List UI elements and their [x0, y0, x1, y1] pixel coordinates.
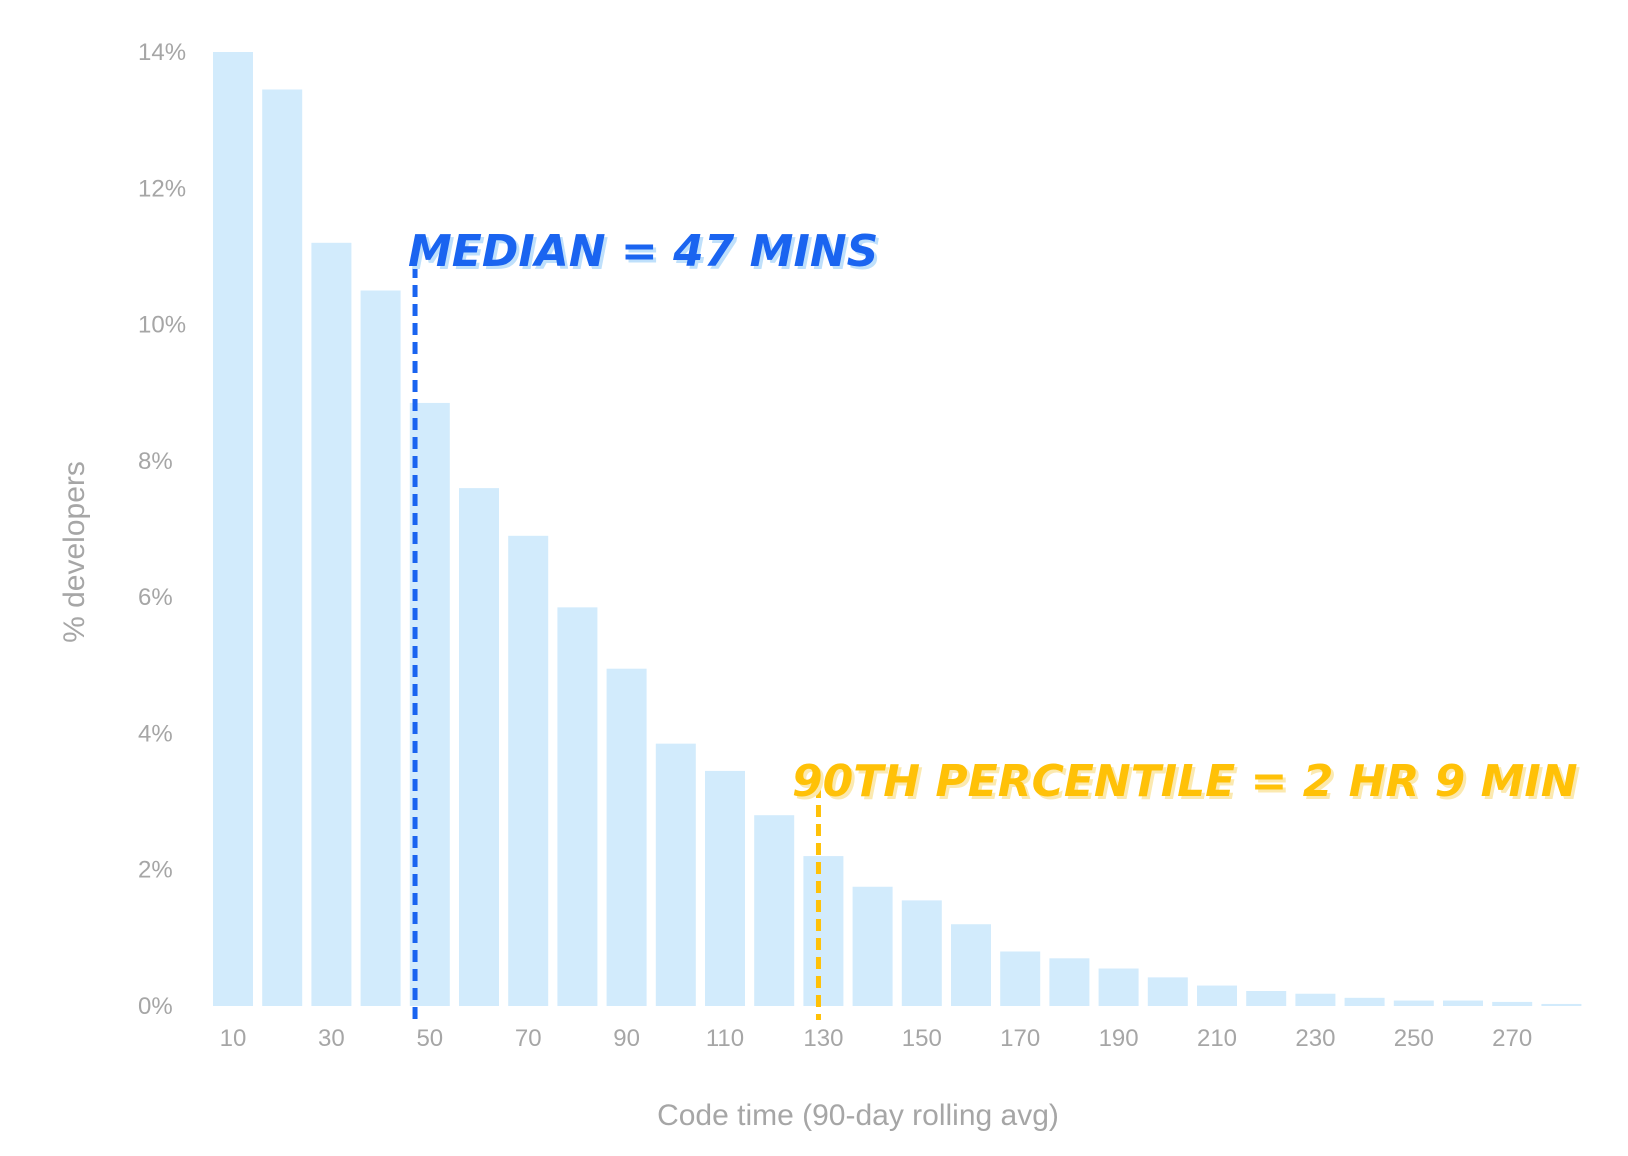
bar: [262, 89, 303, 1006]
y-tick-label: 14%: [138, 39, 186, 66]
bar: [1049, 958, 1090, 1006]
bar: [705, 770, 745, 1006]
x-tick-label: 30: [318, 1025, 345, 1052]
bar: [1344, 997, 1385, 1006]
bar: [1295, 993, 1336, 1006]
bar: [508, 535, 549, 1006]
x-tick-label: 230: [1295, 1025, 1335, 1052]
y-tick-label: 12%: [138, 175, 186, 202]
x-tick-label: 250: [1394, 1025, 1434, 1052]
y-tick-label: 2%: [138, 857, 173, 884]
x-tick-label: 270: [1492, 1025, 1532, 1052]
y-tick-label: 8%: [138, 448, 173, 475]
x-axis-label: Code time (90-day rolling avg): [657, 1099, 1059, 1132]
x-tick-label: 170: [1000, 1025, 1040, 1052]
annotation-shadow: MEDIAN = 47 MINS: [411, 229, 881, 280]
x-tick-label: 90: [613, 1025, 640, 1052]
bar: [1246, 991, 1287, 1006]
y-axis-label: % developers: [58, 461, 91, 643]
y-tick-label: 4%: [138, 720, 173, 747]
bar: [360, 290, 401, 1006]
x-axis-ticks: 10 30 50 70 90 110 130 150 170 190 210 230 250 270: [220, 1025, 1533, 1052]
annotation-label: 90TH PERCENTILE = 2 HR 9 MIN: [792, 756, 1578, 807]
bar: [1393, 1000, 1434, 1006]
x-tick-label: 10: [220, 1025, 247, 1052]
y-axis-ticks: 0% 2% 4% 6% 8% 10% 12% 14%: [138, 39, 186, 1020]
annotation-label: MEDIAN = 47 MINS: [408, 226, 878, 277]
x-tick-label: 150: [902, 1025, 942, 1052]
y-tick-label: 10%: [138, 312, 186, 339]
bar: [1541, 1003, 1582, 1006]
x-tick-label: 110: [706, 1025, 744, 1052]
bars: [213, 52, 1582, 1007]
bar: [557, 607, 598, 1006]
x-tick-label: 70: [515, 1025, 542, 1052]
x-tick-label: 50: [416, 1025, 443, 1052]
bar: [754, 815, 795, 1006]
bar: [213, 52, 253, 1006]
x-tick-label: 190: [1099, 1025, 1139, 1052]
bar: [1492, 1001, 1533, 1006]
bar: [951, 924, 991, 1006]
bar: [1098, 968, 1139, 1006]
bar: [655, 743, 696, 1006]
bar: [1147, 977, 1188, 1006]
bar: [1443, 1000, 1483, 1006]
bar: [606, 668, 647, 1006]
bar: [1000, 951, 1041, 1006]
bar: [803, 856, 844, 1006]
bar: [459, 488, 499, 1007]
bar: [311, 242, 352, 1007]
bar: [901, 900, 942, 1006]
y-tick-label: 0%: [138, 993, 173, 1020]
x-tick-label: 130: [803, 1025, 843, 1052]
bar: [852, 886, 893, 1006]
y-tick-label: 6%: [138, 584, 173, 611]
bar: [1197, 985, 1237, 1006]
annotation-shadow: 90TH PERCENTILE = 2 HR 9 MIN: [795, 759, 1581, 810]
x-tick-label: 210: [1197, 1025, 1237, 1052]
